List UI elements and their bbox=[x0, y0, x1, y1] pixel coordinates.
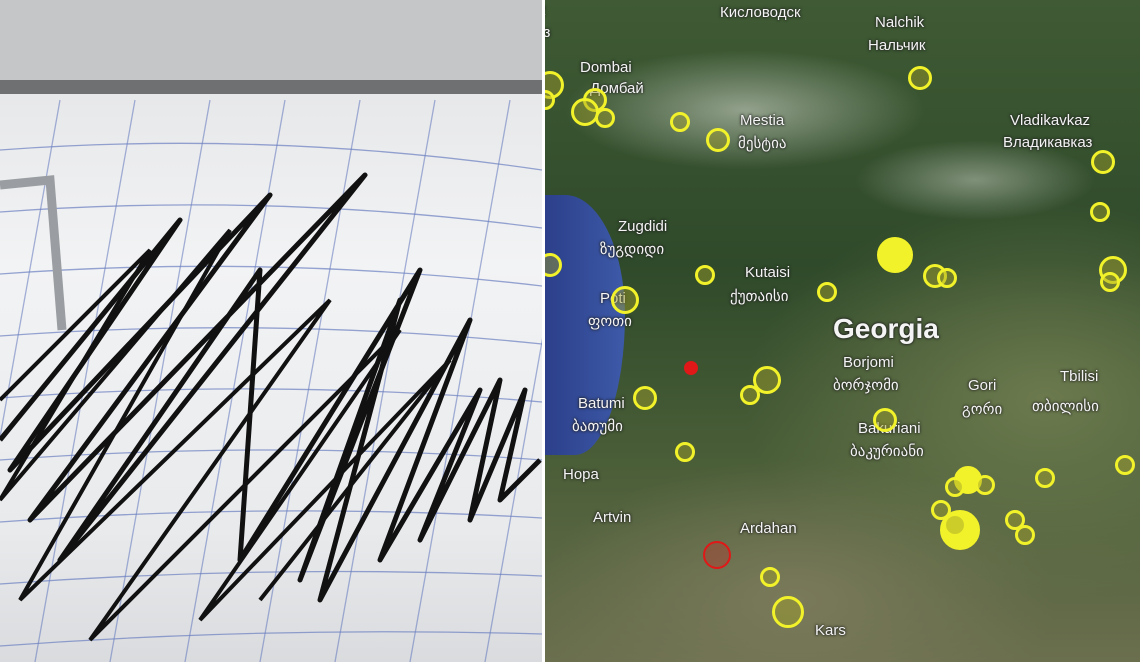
map-label-hopa: Hopa bbox=[563, 466, 599, 483]
shadow-band bbox=[0, 0, 542, 90]
earthquake-marker[interactable] bbox=[633, 386, 657, 410]
earthquake-marker[interactable] bbox=[1100, 272, 1120, 292]
earthquake-marker[interactable] bbox=[975, 475, 995, 495]
grid-line bbox=[0, 570, 542, 585]
map-label-poti-ka: ფოთი bbox=[588, 313, 632, 330]
drum-edge bbox=[0, 80, 542, 94]
map-label-georgia: Georgia bbox=[833, 313, 939, 344]
earthquake-marker[interactable] bbox=[937, 268, 957, 288]
map-label-tbilisi: Tbilisi bbox=[1060, 368, 1099, 385]
map-label-artvin: Artvin bbox=[593, 509, 632, 526]
seismic-trace bbox=[0, 172, 542, 603]
earthquake-marker[interactable] bbox=[675, 442, 695, 462]
grid-line bbox=[0, 99, 61, 441]
grid-line bbox=[0, 204, 542, 229]
seismograph-drawing bbox=[0, 0, 542, 662]
earthquake-marker[interactable] bbox=[545, 90, 555, 110]
grid-line bbox=[409, 99, 511, 662]
map-label-batumi: Batumi bbox=[578, 395, 625, 412]
grid-line bbox=[0, 327, 542, 345]
earthquake-marker[interactable] bbox=[760, 567, 780, 587]
earthquake-marker[interactable] bbox=[595, 108, 615, 128]
earthquake-marker[interactable] bbox=[943, 513, 967, 537]
map-label-borjomi: Borjomi bbox=[843, 354, 894, 371]
earthquake-marker[interactable] bbox=[1015, 525, 1035, 545]
earthquake-marker[interactable] bbox=[945, 477, 965, 497]
stylus-needle bbox=[0, 175, 67, 331]
map-label-kars: Kars bbox=[815, 622, 846, 639]
earthquake-marker[interactable] bbox=[1091, 150, 1115, 174]
map-label-gori-ka: გორი bbox=[962, 401, 1003, 418]
earthquake-marker[interactable] bbox=[670, 112, 690, 132]
grid-line bbox=[334, 99, 436, 662]
earthquake-marker[interactable] bbox=[873, 408, 897, 432]
map-label-batumi-ka: ბათუმი bbox=[572, 418, 623, 435]
grid-line bbox=[0, 265, 542, 287]
earthquake-marker[interactable] bbox=[817, 282, 837, 302]
grid-line bbox=[484, 337, 542, 662]
grid-line bbox=[109, 99, 211, 662]
map-label-dombai: Dombai bbox=[580, 59, 632, 76]
map-label-vladikavkaz-ru: Владикавказ bbox=[1003, 134, 1093, 151]
map-label-tbilisi-ka: თბილისი bbox=[1032, 398, 1099, 415]
map-label-kutaisi-ka: ქუთაისი bbox=[730, 288, 789, 305]
earthquake-marker[interactable] bbox=[695, 265, 715, 285]
map-label-kutaisi: Kutaisi bbox=[745, 264, 791, 281]
earthquake-marker[interactable] bbox=[740, 385, 760, 405]
map-label-ardahan: Ardahan bbox=[740, 520, 797, 537]
grid-line bbox=[0, 388, 542, 403]
map-label-borjomi-ka: ბორჯომი bbox=[833, 377, 899, 394]
seismic-trace bbox=[0, 228, 452, 642]
map-label-kislovodsk: Кисловодск bbox=[720, 4, 801, 21]
map-label-mestia: Mestia bbox=[740, 112, 785, 129]
earthquake-marker[interactable] bbox=[908, 66, 932, 90]
grid-line bbox=[0, 142, 542, 171]
earthquake-marker[interactable] bbox=[545, 253, 562, 277]
earthquake-marker[interactable] bbox=[706, 128, 730, 152]
map-label-zugdidi-ka: ზუგდიდი bbox=[600, 241, 665, 258]
seismograph-photo bbox=[0, 0, 542, 662]
grid-line bbox=[0, 631, 542, 647]
earthquake-marker[interactable] bbox=[772, 596, 804, 628]
map-label-nalchik-ru: Нальчик bbox=[868, 37, 926, 54]
earthquake-marker[interactable] bbox=[611, 286, 639, 314]
recent-earthquake-marker[interactable] bbox=[703, 541, 731, 569]
recent-earthquake-marker[interactable] bbox=[684, 361, 698, 375]
map-label-mestia-ka: მესტია bbox=[738, 135, 787, 152]
earthquake-marker[interactable] bbox=[1090, 202, 1110, 222]
map-label-arkhyz-ru: Архыз bbox=[545, 24, 551, 41]
map-label-bakuriani-ka: ბაკურიანი bbox=[850, 443, 924, 460]
map-label-vladikavkaz: Vladikavkaz bbox=[1010, 112, 1091, 129]
earthquake-marker[interactable] bbox=[1035, 468, 1055, 488]
earthquake-marker[interactable] bbox=[877, 237, 913, 273]
map-label-gori: Gori bbox=[968, 377, 997, 394]
grid-line bbox=[259, 99, 361, 662]
map-label-nalchik: Nalchik bbox=[875, 14, 925, 31]
earthquake-marker[interactable] bbox=[1115, 455, 1135, 475]
map-label-zugdidi: Zugdidi bbox=[618, 218, 668, 235]
map-label-arkhyz: Arkhyz bbox=[545, 2, 546, 19]
earthquake-map[interactable]: Arkhyz Архыз Кисловодск Nalchik Нальчик Domba… bbox=[545, 0, 1140, 662]
